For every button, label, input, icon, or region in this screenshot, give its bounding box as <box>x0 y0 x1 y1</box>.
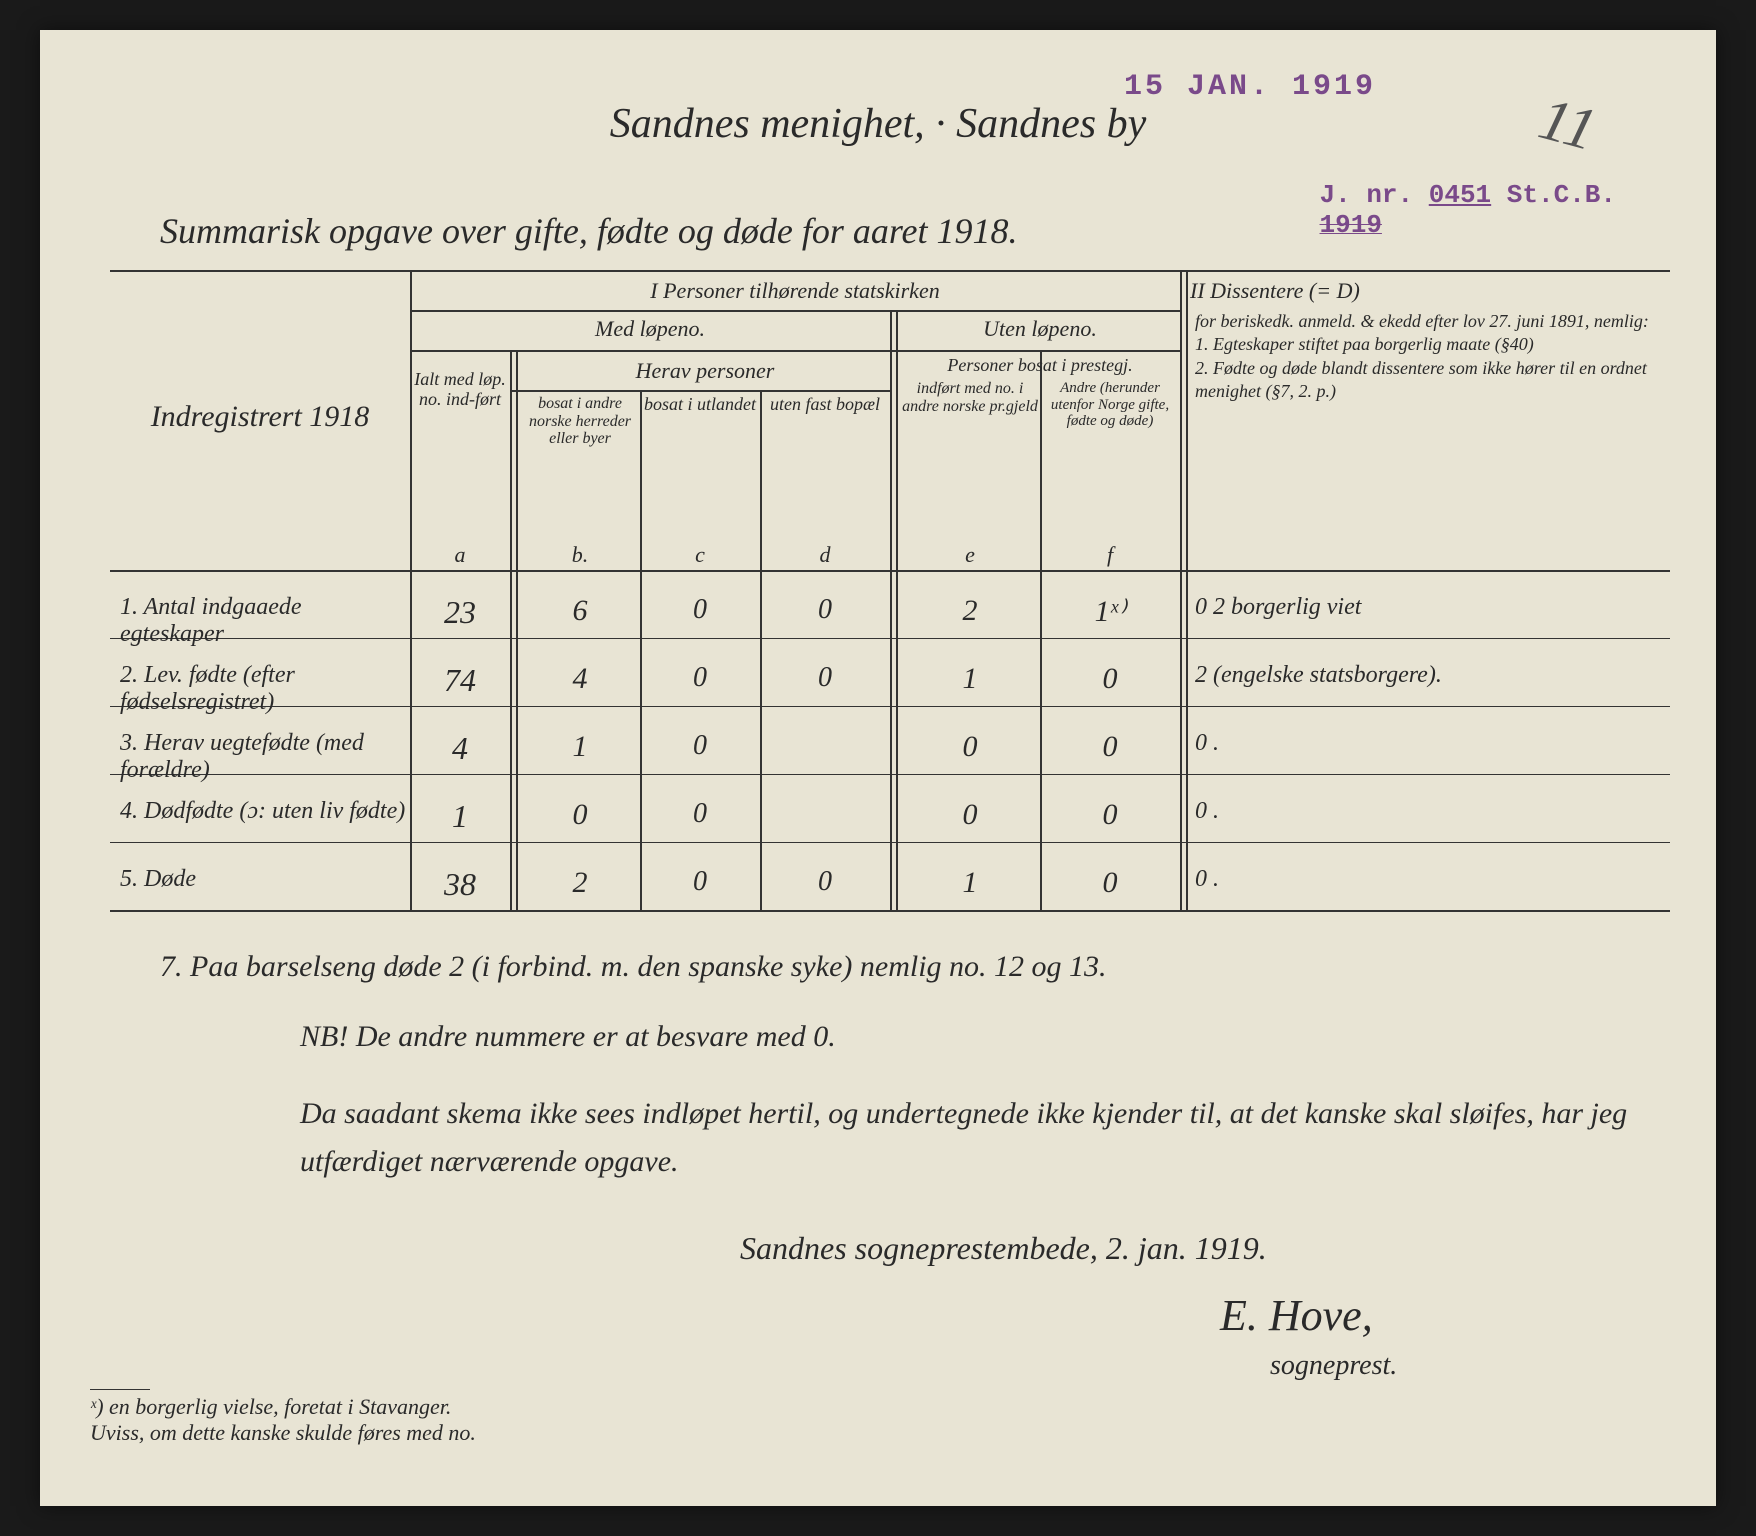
stamp-jnr-num: 0451 <box>1429 180 1491 210</box>
col-a-header: Ialt med løp. no. ind-ført <box>410 370 510 410</box>
cell-b: 1 <box>520 730 640 764</box>
cell-II: 0 . <box>1195 866 1665 893</box>
col-d-header: uten fast bopæl <box>760 395 890 415</box>
note-7: 7. Paa barselseng døde 2 (i forbind. m. … <box>160 950 1560 984</box>
stamp-received-date: 15 JAN. 1919 <box>1124 70 1376 104</box>
col-II-header: for beriskedk. anmeld. & ekedd efter lov… <box>1195 310 1660 404</box>
footnote: ˣ) en borgerlig vielse, foretat i Stavan… <box>90 1389 590 1446</box>
header-med-lopeno: Med løpeno. <box>410 316 890 342</box>
cell-d: 0 <box>760 866 890 898</box>
cell-c: 0 <box>640 866 760 898</box>
summary-table: I Personer tilhørende statskirken II Dis… <box>110 270 1670 910</box>
cell-a: 38 <box>410 866 510 903</box>
col-letter-d: d <box>760 542 890 568</box>
cell-f: 0 <box>1040 798 1180 832</box>
cell-b: 2 <box>520 866 640 900</box>
cell-II: 0 . <box>1195 730 1665 757</box>
col-letter-b: b. <box>520 542 640 568</box>
col-letter-c: c <box>640 542 760 568</box>
cell-c: 0 <box>640 730 760 762</box>
cell-f: 0 <box>1040 730 1180 764</box>
cell-a: 23 <box>410 594 510 631</box>
signature-place-date: Sandnes sogneprestembede, 2. jan. 1919. <box>740 1230 1267 1267</box>
cell-e: 0 <box>900 798 1040 832</box>
cell-e: 1 <box>900 866 1040 900</box>
col-letter-f: f <box>1040 542 1180 568</box>
stamp-jnr-suffix: St.C.B. <box>1507 180 1616 210</box>
cell-a: 4 <box>410 730 510 767</box>
cell-b: 4 <box>520 662 640 696</box>
col-c-header: bosat i utlandet <box>640 395 760 415</box>
cell-b: 0 <box>520 798 640 832</box>
col-letter-e: e <box>900 542 1040 568</box>
cell-e: 0 <box>900 730 1040 764</box>
cell-c: 0 <box>640 594 760 626</box>
header-prbosat: Personer bosat i prestegj. <box>900 355 1180 376</box>
header-section-I: I Personer tilhørende statskirken <box>410 278 1180 304</box>
document-subtitle: Summarisk opgave over gifte, fødte og dø… <box>160 210 1560 252</box>
cell-c: 0 <box>640 662 760 694</box>
signature-title: sogneprest. <box>1270 1350 1397 1382</box>
cell-a: 74 <box>410 662 510 699</box>
col-f-header: Andre (herunder utenfor Norge gifte, fød… <box>1040 380 1180 430</box>
cell-c: 0 <box>640 798 760 830</box>
cell-e: 2 <box>900 594 1040 628</box>
document-title: Sandnes menighet, · Sandnes by <box>40 100 1716 148</box>
cell-II: 0 . <box>1195 798 1665 825</box>
cell-f: 1ˣ⁾ <box>1040 594 1180 629</box>
row-label: 2. Lev. fødte (efter fødselsregistret) <box>120 662 410 716</box>
cell-a: 1 <box>410 798 510 835</box>
footnote-rule <box>90 1389 150 1390</box>
cell-II: 2 (engelske statsborgere). <box>1195 662 1665 689</box>
cell-II: 0 2 borgerlig viet <box>1195 594 1665 621</box>
header-left: Indregistrert 1918 <box>120 400 400 434</box>
row-label: 3. Herav uegtefødte (med forældre) <box>120 730 410 784</box>
header-section-II: II Dissentere (= D) <box>1190 278 1660 304</box>
stamp-jnr-label: J. nr. <box>1320 180 1414 210</box>
row-label: 4. Dødfødte (ɔ: uten liv fødte) <box>120 798 410 825</box>
header-herav-personer: Herav personer <box>520 358 890 384</box>
note-nb: NB! De andre nummere er at besvare med 0… <box>300 1020 1500 1054</box>
header-uten-lopeno: Uten løpeno. <box>900 316 1180 342</box>
col-e-header: indført med no. i andre norske pr.gjeld <box>900 380 1040 415</box>
row-label: 5. Døde <box>120 866 410 893</box>
cell-f: 0 <box>1040 866 1180 900</box>
row-label: 1. Antal indgaaede egteskaper <box>120 594 410 648</box>
footnote-text: ˣ) en borgerlig vielse, foretat i Stavan… <box>90 1394 590 1446</box>
col-b-header: bosat i andre norske herreder eller byer <box>520 395 640 448</box>
document-paper: 15 JAN. 1919 J. nr. 0451 St.C.B. 1919 11… <box>40 30 1716 1506</box>
cell-d: 0 <box>760 594 890 626</box>
cell-e: 1 <box>900 662 1040 696</box>
cell-d: 0 <box>760 662 890 694</box>
col-letter-a: a <box>410 542 510 568</box>
cell-b: 6 <box>520 594 640 628</box>
note-paragraph: Da saadant skema ikke sees indløpet hert… <box>300 1090 1650 1186</box>
cell-f: 0 <box>1040 662 1180 696</box>
signature-name: E. Hove, <box>1220 1290 1373 1341</box>
